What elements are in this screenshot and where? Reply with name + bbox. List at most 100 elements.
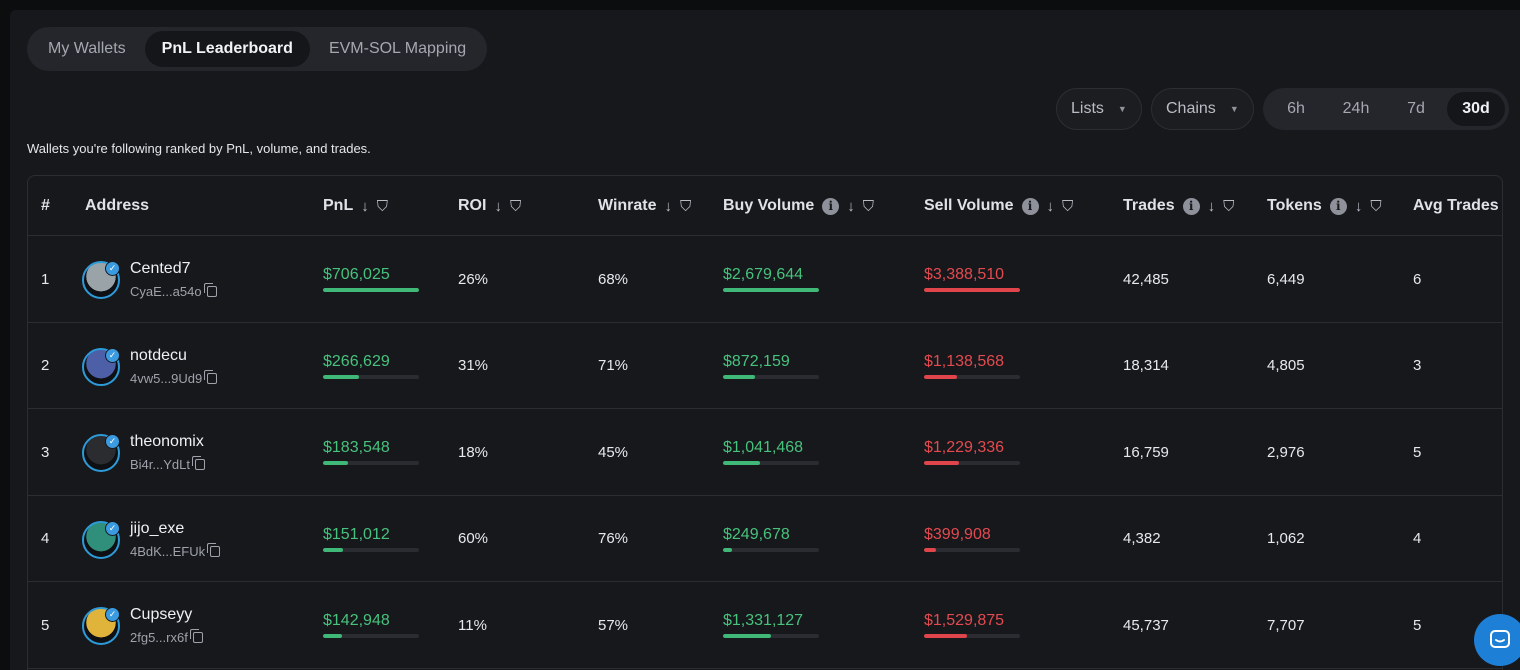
chat-button[interactable] <box>1474 614 1520 666</box>
table-row[interactable]: 1 ✓ Cented7 CyaE...a54o $706,025 26% 68%… <box>28 236 1502 323</box>
col-buy-volume[interactable]: Buy Volume i ↓ ⛉ <box>723 197 875 215</box>
col-trades[interactable]: Trades i ↓ ⛉ <box>1123 197 1235 215</box>
tab-evm-sol-mapping[interactable]: EVM-SOL Mapping <box>328 40 467 57</box>
buy-volume-cell: $1,331,127 <box>723 612 819 638</box>
sort-desc-icon[interactable]: ↓ <box>664 197 673 215</box>
sell-volume-value: $1,229,336 <box>924 439 1005 456</box>
table-body: 1 ✓ Cented7 CyaE...a54o $706,025 26% 68%… <box>28 236 1502 669</box>
roi-value: 18% <box>458 443 489 461</box>
wallet-address-text: 4BdK...EFUk <box>130 543 206 559</box>
copy-icon[interactable] <box>204 369 218 384</box>
tokens-value: 2,976 <box>1267 443 1305 461</box>
filter-icon[interactable]: ⛉ <box>509 197 522 215</box>
info-icon[interactable]: i <box>1329 197 1347 215</box>
sort-desc-icon[interactable]: ↓ <box>361 197 369 215</box>
wallet-name[interactable]: notdecu <box>130 346 187 364</box>
buy-volume-value: $2,679,644 <box>723 266 804 283</box>
table-row[interactable]: 4 ✓ jijo_exe 4BdK...EFUk $151,012 60% 76… <box>28 496 1502 582</box>
wallet-name[interactable]: Cupseyy <box>130 606 193 623</box>
sell-volume-bar <box>924 461 1020 465</box>
avg-trades-value: 3 <box>1413 357 1422 374</box>
buy-volume-bar <box>723 374 819 379</box>
tab-my-wallets[interactable]: My Wallets <box>48 40 126 57</box>
avg-trades-value: 5 <box>1413 616 1422 634</box>
pnl-value: $183,548 <box>323 439 390 456</box>
table-row[interactable]: 5 ✓ Cupseyy 2fg5...rx6f $142,948 11% 57%… <box>28 582 1502 669</box>
verified-icon: ✓ <box>105 607 120 622</box>
view-tabs: My Wallets PnL Leaderboard EVM-SOL Mapping <box>27 27 488 71</box>
wallet-name[interactable]: theonomix <box>130 433 204 450</box>
sell-volume-value: $1,529,875 <box>924 612 1005 629</box>
info-icon[interactable]: i <box>1182 197 1200 215</box>
pnl-cell: $142,948 <box>323 612 419 638</box>
sort-desc-icon[interactable]: ↓ <box>1354 197 1363 215</box>
rank: 5 <box>41 616 50 634</box>
wallet-name[interactable]: jijo_exe <box>130 519 185 537</box>
filter-icon[interactable]: ⛉ <box>1062 197 1074 215</box>
pnl-bar-fill <box>323 288 419 292</box>
trades-value: 42,485 <box>1123 270 1169 288</box>
pnl-bar <box>323 547 419 552</box>
timeframe-30d[interactable]: 30d <box>1447 92 1505 126</box>
lists-dropdown[interactable]: Lists ▼ <box>1056 88 1142 130</box>
col-roi[interactable]: ROI ↓ ⛉ <box>458 197 522 215</box>
sort-desc-icon[interactable]: ↓ <box>494 197 502 215</box>
col-sell-volume[interactable]: Sell Volume i ↓ ⛉ <box>924 197 1074 215</box>
copy-icon[interactable] <box>207 542 221 557</box>
filter-icon[interactable]: ⛉ <box>1370 197 1382 215</box>
sort-desc-icon[interactable]: ↓ <box>1046 197 1055 215</box>
winrate-value: 71% <box>598 357 629 374</box>
buy-volume-cell: $872,159 <box>723 353 819 379</box>
sell-volume-bar <box>924 374 1020 379</box>
pnl-bar <box>323 461 419 465</box>
buy-volume-value: $872,159 <box>723 352 790 370</box>
chains-dropdown[interactable]: Chains ▼ <box>1151 88 1254 130</box>
buy-volume-bar-fill <box>723 634 771 638</box>
copy-icon[interactable] <box>191 456 205 470</box>
buy-volume-bar <box>723 547 819 552</box>
timeframe-7d[interactable]: 7d <box>1407 100 1425 117</box>
sell-volume-bar-fill <box>924 461 959 465</box>
sort-desc-icon[interactable]: ↓ <box>1207 197 1216 215</box>
copy-icon[interactable] <box>203 283 217 297</box>
col-pnl[interactable]: PnL ↓ ⛉ <box>323 197 388 215</box>
filter-icon[interactable]: ⛉ <box>862 197 875 215</box>
avatar[interactable] <box>82 520 120 559</box>
info-icon[interactable]: i <box>1021 197 1039 215</box>
verified-icon: ✓ <box>105 261 120 276</box>
verified-icon: ✓ <box>105 434 120 449</box>
roi-value: 11% <box>458 616 487 634</box>
table-row[interactable]: 3 ✓ theonomix Bi4r...YdLt $183,548 18% 4… <box>28 409 1502 496</box>
chevron-down-icon: ▼ <box>1229 104 1239 114</box>
verified-icon: ✓ <box>105 520 120 536</box>
filter-icon[interactable]: ⛉ <box>680 197 692 215</box>
sell-volume-cell: $1,229,336 <box>924 439 1020 465</box>
buy-volume-bar-fill <box>723 288 819 292</box>
timeframe-6h[interactable]: 6h <box>1287 100 1305 117</box>
sell-volume-bar <box>924 288 1020 292</box>
sort-desc-icon[interactable]: ↓ <box>847 197 855 215</box>
tokens-value: 6,449 <box>1267 270 1305 288</box>
copy-icon[interactable] <box>189 629 203 643</box>
pnl-cell: $266,629 <box>323 353 419 379</box>
pnl-bar-fill <box>323 547 344 552</box>
table-row[interactable]: 2 ✓ notdecu 4vw5...9Ud9 $266,629 31% 71%… <box>28 323 1502 409</box>
tab-pnl-leaderboard[interactable]: PnL Leaderboard <box>144 31 310 67</box>
pnl-cell: $151,012 <box>323 526 419 552</box>
wallet-address-text: CyaE...a54o <box>130 284 202 299</box>
info-icon[interactable]: i <box>822 197 840 215</box>
col-tokens[interactable]: Tokens i ↓ ⛉ <box>1267 197 1382 215</box>
table-header: # Address PnL ↓ ⛉ ROI ↓ ⛉ Winrate ↓ ⛉ Buy Volu… <box>28 176 1502 236</box>
wallet-address: 4BdK...EFUk <box>130 542 221 559</box>
winrate-value: 45% <box>598 443 629 461</box>
filter-icon[interactable]: ⛉ <box>1223 197 1235 215</box>
sell-volume-bar-fill <box>924 374 957 379</box>
wallet-name[interactable]: Cented7 <box>130 260 191 277</box>
wallet-address: CyaE...a54o <box>130 283 217 299</box>
col-winrate[interactable]: Winrate ↓ ⛉ <box>598 197 692 215</box>
sell-volume-cell: $1,138,568 <box>924 353 1020 379</box>
filter-icon[interactable]: ⛉ <box>376 197 388 215</box>
buy-volume-value: $1,331,127 <box>723 612 804 629</box>
timeframe-24h[interactable]: 24h <box>1342 100 1370 117</box>
